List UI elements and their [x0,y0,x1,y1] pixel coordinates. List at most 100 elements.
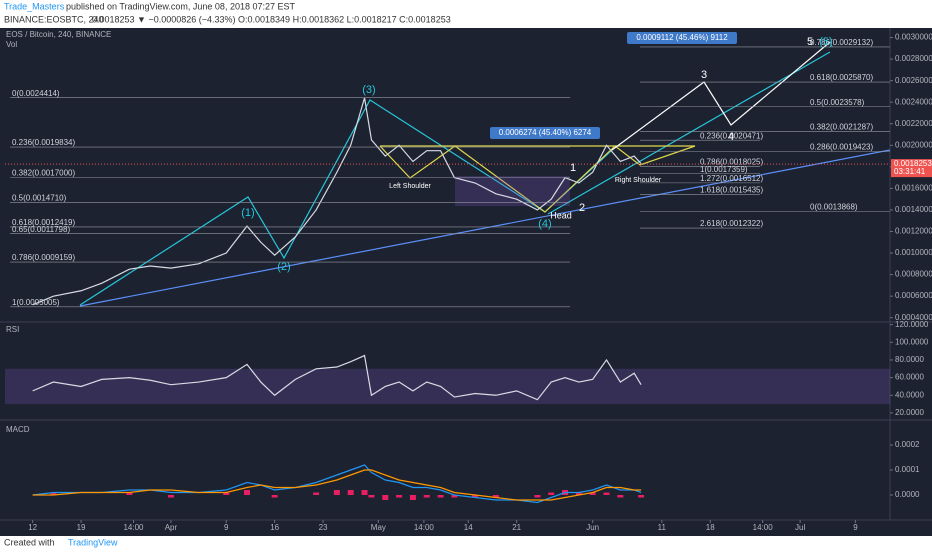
fib-label: 0.382(0.0021287) [810,123,874,132]
author[interactable]: Trade_Masters [4,1,65,11]
histogram-bar [167,495,174,498]
x-tick-label: Jun [586,523,599,532]
histogram-bar [423,495,430,498]
x-tick-label: 19 [77,523,86,532]
fib-label: 0.5(0.0014710) [12,193,67,202]
y-tick-label: 40.0000 [895,390,924,399]
pattern-zone [455,176,570,206]
x-tick-label: 12 [28,523,37,532]
x-tick-label: Jul [795,523,805,532]
y-tick-label: 0.0014000 [895,205,932,214]
annotation: 2 [579,202,585,214]
pattern-line [379,145,696,213]
rsi-band [5,368,890,405]
y-tick-label: 80.0000 [895,355,924,364]
chart-bg [0,28,932,536]
quote: 0.0018253 ▼ −0.0000826 (−4.33%) O:0.0018… [92,14,451,24]
fib-label: 1.272(0.0016512) [700,174,764,183]
fib-label: 1(0.0005005) [12,298,60,307]
fib-label: 1(0.0017359) [700,165,748,174]
fib-label: 0.786(0.0018025) [700,158,764,167]
series-line [32,354,642,401]
fib-label: 0(0.0024414) [12,89,60,98]
fib-label: 0.382(0.0017000) [12,169,76,178]
histogram-bar [50,492,57,495]
histogram-bar [638,495,645,498]
y-tick-label: 0.0022000 [895,119,932,128]
x-tick-label: Apr [165,523,178,532]
x-tick-label: 14:00 [123,523,144,532]
last-price-label: 0.0018253 [894,159,932,168]
y-tick-label: 0.0010000 [895,248,932,257]
histogram-bar [313,492,320,495]
y-tick-label: 60.0000 [895,373,924,382]
channel-line [547,51,831,215]
fib-label: 0.236(0.0019834) [12,138,76,147]
y-tick-label: 0.0008000 [895,270,932,279]
series-line [32,464,642,504]
x-tick-label: 16 [270,523,279,532]
histogram-bar [575,492,582,495]
histogram-bar [409,495,416,500]
histogram-bar [492,495,499,498]
symbol: BINANCE:EOSBTC, 240 [4,14,104,24]
x-tick-label: 23 [319,523,328,532]
y-tick-label: 0.0000 [895,490,920,499]
histogram-bar [271,495,278,498]
published: published on TradingView.com, June 08, 2… [66,1,295,11]
trend-line [79,149,891,307]
measure-label: 0.0009112 (45.46%) 9112 [636,33,728,42]
footer-brand[interactable]: TradingView [68,537,118,547]
histogram-bar [347,490,354,495]
histogram-bar [382,495,389,500]
projection-line [611,41,831,151]
pane-title: EOS / Bitcoin, 240, BINANCE [6,30,111,39]
annotation: Left Shoulder [389,183,431,190]
y-tick-label: 0.0030000 [895,33,932,42]
histogram-bar [126,492,133,495]
histogram-bar [472,495,479,498]
fib-label: 0.65(0.0011798) [12,225,70,234]
annotation: 3 [701,69,707,81]
volume-label: Vol [6,40,17,49]
annotation: Right Shoulder [615,177,662,184]
annotation: 5 [807,36,813,48]
countdown-label: 03:31:41 [894,167,926,176]
drawings [79,41,891,307]
annotation: (1) [241,207,254,219]
annotation: (3) [362,84,375,96]
annotation: (2) [277,261,290,273]
annotation: 4 [728,131,734,143]
histogram-bar [396,495,403,498]
fib-label: 2.618(0.0012322) [700,219,764,228]
y-tick-label: 100.0000 [895,337,929,346]
fib-label: 0.286(0.0019423) [810,143,874,152]
y-tick-label: 20.0000 [895,408,924,417]
measure-label: 0.0006274 (45.40%) 6274 [499,128,592,137]
histogram-bar [243,490,250,495]
histogram-bar [451,495,458,498]
x-tick-label: 11 [658,523,667,532]
y-tick-label: 0.0006000 [895,291,932,300]
last-price-tag [891,159,932,178]
histogram-bar [333,490,340,495]
fib-label: 0.236(0.0020471) [700,131,764,140]
footer-bg [0,536,932,550]
x-tick-label: 14 [464,523,473,532]
x-tick-label: May [371,523,386,532]
pane-title: MACD [6,425,30,434]
y-tick-label: 120.0000 [895,320,929,329]
histogram-bar [223,492,230,495]
histogram-bar [361,490,368,495]
measure-box [627,32,737,44]
fib-label: 0(0.0013868) [810,202,858,211]
y-tick-label: 0.0024000 [895,97,932,106]
y-tick-label: 0.0001 [895,465,920,474]
x-tick-label: 14:00 [753,523,774,532]
histogram-bar [603,492,610,495]
y-tick-label: 0.0002 [895,440,920,449]
histogram-bar [368,495,375,498]
annotation: (4) [538,218,551,230]
series-line [32,97,642,306]
